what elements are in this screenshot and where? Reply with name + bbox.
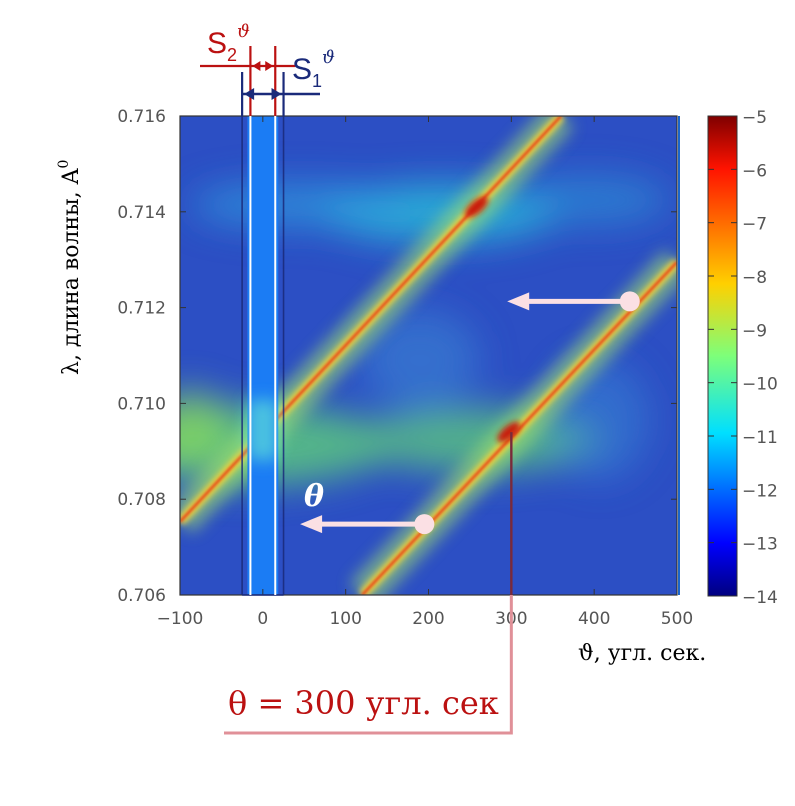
x-tick-label: 0 bbox=[257, 609, 268, 629]
colorbar bbox=[707, 115, 738, 597]
colorbar-tick-label: −12 bbox=[742, 481, 778, 501]
theta-marker-leader bbox=[224, 595, 513, 735]
x-tick-label: 400 bbox=[578, 609, 610, 629]
arrow-origin-dot-1 bbox=[619, 291, 640, 312]
y-tick-label: 0.706 bbox=[117, 586, 166, 606]
arrow-head-1 bbox=[507, 292, 530, 311]
s1-label: S1ϑ bbox=[292, 47, 335, 91]
colorbar-ticks: −5 −6 −7 −8 −9 −10 −11 −12 −13 −14 bbox=[708, 108, 778, 608]
heatmap bbox=[180, 116, 677, 595]
slit-band bbox=[247, 116, 279, 595]
y-tick-label: 0.710 bbox=[117, 394, 166, 414]
x-axis-ticks: −100 0 100 200 300 400 500 bbox=[157, 116, 693, 629]
s1-arrow-left bbox=[244, 88, 255, 100]
ridge-line-1 bbox=[180, 116, 563, 523]
colorbar-tick-label: −9 bbox=[742, 321, 767, 341]
x-tick-label: 200 bbox=[412, 609, 444, 629]
s1-arrow-right bbox=[271, 88, 282, 100]
theta-arrow-label: θ bbox=[304, 479, 324, 514]
arrow-origin-dot-2 bbox=[414, 514, 435, 535]
y-tick-label: 0.712 bbox=[117, 299, 166, 319]
y-tick-label: 0.714 bbox=[117, 203, 166, 223]
s2-arrow-right bbox=[265, 61, 274, 71]
s2-label: S2ϑ bbox=[207, 21, 250, 65]
x-tick-label: 500 bbox=[661, 609, 693, 629]
ridge-line-2 bbox=[361, 261, 677, 595]
y-tick-label: 0.708 bbox=[117, 490, 166, 510]
ridge-line-layer bbox=[180, 116, 677, 595]
theta-value-label: θ = 300 угл. сек bbox=[228, 684, 499, 722]
bright-spot-3 bbox=[497, 422, 521, 443]
colorbar-tick-label: −10 bbox=[742, 375, 778, 395]
bright-spot-2 bbox=[465, 196, 488, 218]
s2-arrow-left bbox=[252, 61, 261, 71]
x-tick-label: 100 bbox=[329, 609, 361, 629]
arrow-head-2 bbox=[300, 515, 323, 534]
colorbar-tick-label: −11 bbox=[742, 428, 778, 448]
y-tick-label: 0.716 bbox=[117, 107, 166, 127]
theta-marker bbox=[224, 432, 513, 735]
arrow-layer bbox=[300, 291, 640, 535]
colorbar-tick-label: −5 bbox=[742, 108, 767, 128]
y-axis-label: λ, длина волны, A0 bbox=[56, 160, 84, 375]
y-axis-ticks: 0.706 0.708 0.710 0.712 0.714 0.716 bbox=[117, 107, 677, 606]
x-tick-label: −100 bbox=[157, 609, 204, 629]
colorbar-tick-label: −6 bbox=[742, 161, 767, 181]
colorbar-tick-label: −14 bbox=[742, 588, 778, 608]
x-axis-label: ϑ, угл. сек. bbox=[578, 641, 706, 666]
colorbar-tick-label: −8 bbox=[742, 268, 767, 288]
heatmap-halo-layer bbox=[180, 175, 670, 485]
slit-markers bbox=[200, 46, 320, 596]
colorbar-tick-label: −7 bbox=[742, 215, 767, 235]
slit-band-glow bbox=[247, 400, 279, 460]
colorbar-tick-label: −13 bbox=[742, 535, 778, 555]
